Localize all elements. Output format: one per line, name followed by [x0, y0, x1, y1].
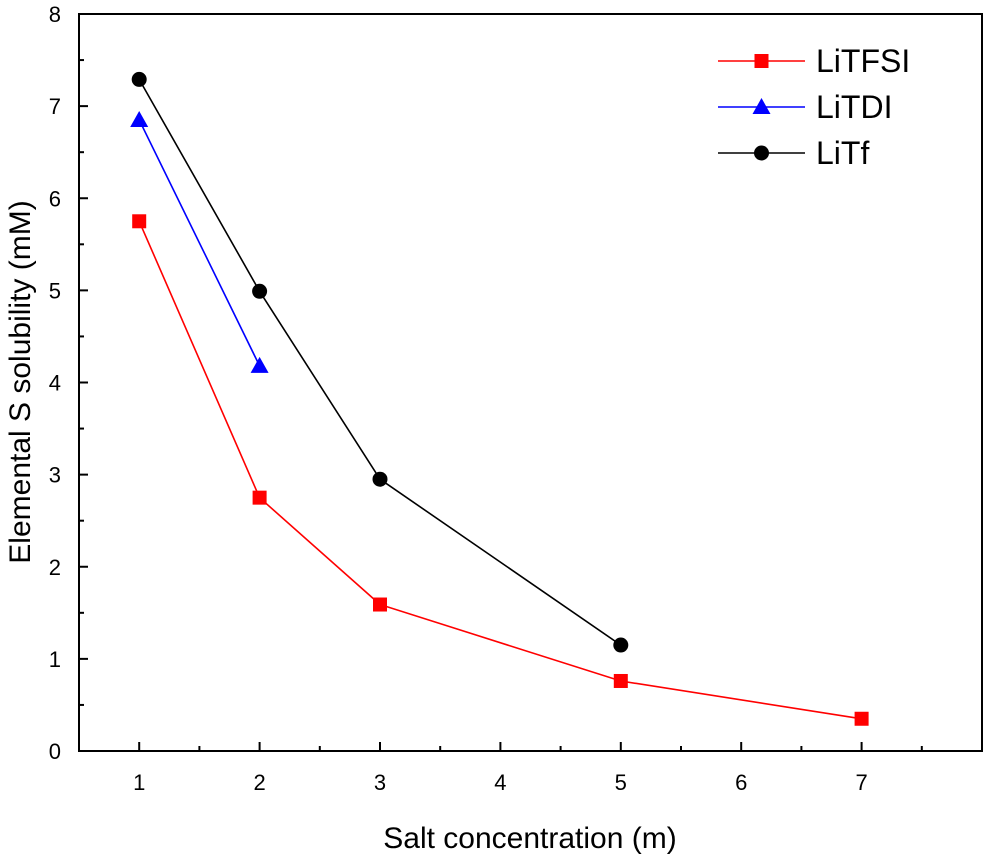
- x-tick-label: 4: [494, 770, 506, 795]
- legend-label: LiTDI: [816, 89, 892, 125]
- y-tick-label: 7: [49, 94, 61, 119]
- data-point: [252, 490, 267, 505]
- legend-marker: [752, 98, 771, 114]
- series-layer: [130, 71, 869, 726]
- legend-item: LiTf: [718, 135, 869, 171]
- series-line: [138, 220, 862, 720]
- series-line: [138, 119, 261, 367]
- data-point: [854, 711, 869, 726]
- y-tick-label: 6: [49, 186, 61, 211]
- y-tick-label: 3: [49, 463, 61, 488]
- data-point: [613, 673, 628, 688]
- y-tick-label: 8: [49, 2, 61, 27]
- y-tick-label: 1: [49, 647, 61, 672]
- series-line: [138, 79, 622, 646]
- x-axis: 1 2 3 4 5 6 7: [78, 742, 923, 795]
- series-LiTDI: [130, 110, 269, 373]
- y-axis-title: Elemental S solubility (mM): [4, 200, 37, 563]
- data-point: [252, 283, 268, 299]
- data-point: [372, 471, 388, 487]
- x-tick-label: 6: [735, 770, 747, 795]
- legend-marker: [754, 145, 769, 161]
- data-point: [373, 597, 387, 612]
- x-tick-label: 2: [253, 770, 265, 795]
- y-tick-label: 5: [49, 278, 61, 303]
- x-tick-label: 7: [855, 770, 867, 795]
- data-point: [130, 110, 149, 127]
- legend-marker: [754, 54, 769, 68]
- y-tick-label: 2: [49, 555, 61, 580]
- legend-label: LiTFSI: [816, 43, 910, 79]
- x-axis-title: Salt concentration (m): [383, 822, 676, 855]
- series-LiTFSI: [132, 214, 869, 726]
- data-point: [250, 356, 269, 373]
- data-point: [132, 214, 147, 229]
- y-axis: 0 1 2 3 4 5 6 7 8: [49, 2, 88, 764]
- x-tick-label: 5: [615, 770, 627, 795]
- legend: LiTFSI LiTDI LiTf: [718, 43, 910, 171]
- x-tick-label: 3: [374, 770, 386, 795]
- legend-item: LiTFSI: [718, 43, 910, 79]
- y-tick-label: 4: [49, 371, 61, 396]
- data-point: [613, 637, 629, 653]
- series-LiTf: [131, 71, 629, 653]
- x-tick-label: 1: [133, 770, 145, 795]
- data-point: [131, 71, 147, 87]
- legend-label: LiTf: [816, 135, 869, 171]
- y-tick-label: 0: [49, 739, 61, 764]
- legend-item: LiTDI: [718, 89, 892, 125]
